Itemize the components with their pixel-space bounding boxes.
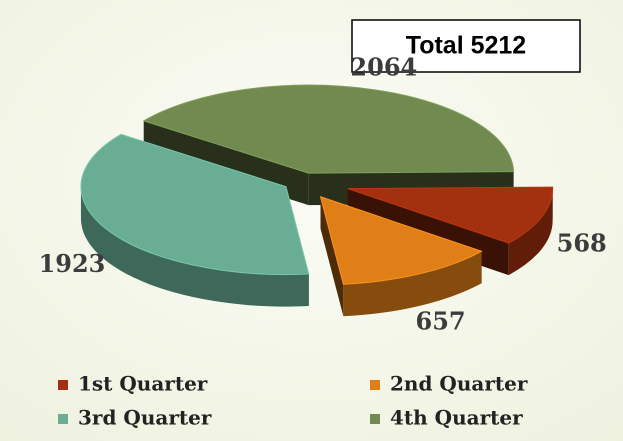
- slice: [80, 133, 310, 276]
- legend-label: 4th Quarter: [390, 406, 523, 430]
- slice: [347, 186, 554, 244]
- data-label: 657: [416, 306, 466, 335]
- legend-swatch: [58, 414, 68, 424]
- slice-side: [508, 188, 553, 276]
- slice: [319, 196, 483, 285]
- slice-side: [343, 251, 482, 317]
- slice-wall: [320, 196, 344, 317]
- slice-side: [80, 186, 309, 307]
- legend-swatch: [58, 380, 68, 390]
- legend-label: 3rd Quarter: [78, 406, 212, 430]
- data-label: 1923: [39, 249, 106, 278]
- legend-swatch: [370, 414, 380, 424]
- total-label: Total 5212: [406, 32, 526, 60]
- slice: [142, 84, 515, 174]
- legend-label: 1st Quarter: [78, 372, 208, 396]
- legend-label: 2nd Quarter: [390, 372, 528, 396]
- legend-swatch: [370, 380, 380, 390]
- data-label: 2064: [350, 53, 417, 82]
- total-box: [351, 19, 581, 73]
- data-label: 568: [557, 228, 607, 257]
